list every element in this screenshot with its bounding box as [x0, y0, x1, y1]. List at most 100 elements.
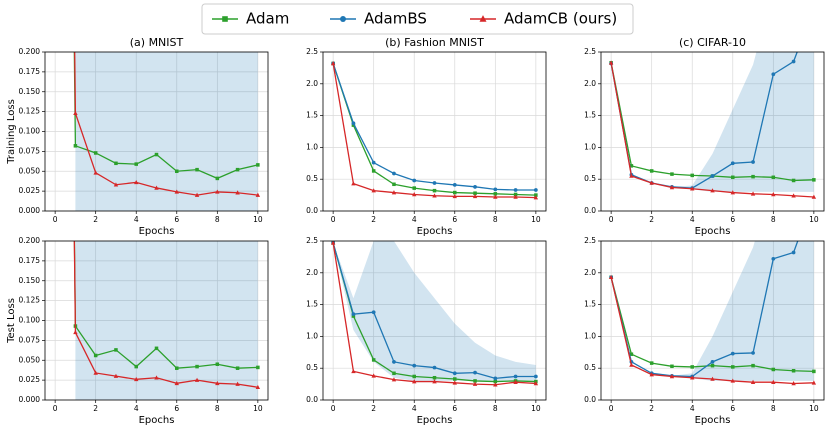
marker: [432, 188, 437, 193]
marker: [771, 72, 776, 77]
marker: [791, 59, 796, 64]
marker: [235, 190, 240, 195]
legend-box: [201, 3, 634, 35]
x-tick-label: 6: [452, 215, 457, 224]
marker: [256, 163, 260, 167]
y-tick-label: 2.0: [306, 268, 318, 277]
marker: [791, 368, 796, 373]
marker: [392, 182, 396, 187]
panel-title: (b) Fashion MNIST: [385, 36, 484, 49]
y-tick-label: 1.5: [306, 300, 318, 309]
x-tick-label: 10: [253, 404, 263, 413]
marker: [710, 363, 715, 368]
x-tick-label: 2: [93, 404, 98, 413]
marker: [608, 60, 614, 65]
marker: [649, 180, 654, 185]
marker: [432, 181, 437, 185]
y-tick-label: 2.5: [306, 236, 318, 245]
x-tick-label: 4: [134, 404, 139, 413]
plot-area: [330, 241, 539, 387]
x-tick-label: 8: [215, 404, 220, 413]
marker: [215, 380, 220, 386]
marker: [710, 376, 715, 381]
y-tick-label: 0.125: [19, 107, 41, 116]
x-tick-label: 2: [371, 215, 376, 224]
marker: [134, 162, 138, 166]
x-tick-label: 8: [493, 404, 498, 413]
marker: [811, 194, 817, 199]
y-tick-label: 0.200: [19, 47, 41, 56]
marker: [670, 172, 674, 176]
marker: [351, 312, 356, 317]
marker: [771, 175, 776, 180]
marker: [669, 185, 675, 190]
marker: [710, 174, 715, 178]
marker: [330, 241, 336, 245]
marker: [513, 374, 518, 379]
y-tick-label: 2.5: [306, 47, 318, 56]
marker: [730, 190, 735, 195]
x-tick-label: 6: [730, 404, 735, 413]
marker: [113, 182, 119, 187]
marker: [750, 379, 756, 384]
y-tick-label: 0.0: [306, 395, 318, 404]
x-axis-label: Epochs: [695, 226, 731, 237]
y-tick-label: 1.0: [306, 142, 318, 151]
marker: [412, 379, 417, 384]
x-tick-label: 4: [412, 215, 417, 224]
marker: [751, 160, 755, 164]
marker: [473, 370, 477, 375]
y-tick-label: 0.175: [19, 67, 41, 76]
marker: [73, 330, 78, 335]
marker: [493, 376, 498, 381]
marker: [473, 191, 477, 195]
axes-frame: [322, 240, 547, 401]
marker: [330, 61, 336, 66]
x-tick-label: 0: [609, 215, 614, 224]
marker: [669, 374, 675, 379]
marker: [371, 160, 376, 165]
marker: [215, 176, 220, 181]
marker: [412, 192, 417, 197]
y-tick-label: 1.5: [584, 300, 596, 309]
marker: [194, 192, 200, 197]
y-tick-label: 0.150: [19, 276, 41, 285]
x-tick-label: 4: [412, 404, 417, 413]
marker: [73, 144, 78, 148]
x-tick-label: 2: [93, 215, 98, 224]
marker: [791, 381, 796, 386]
marker: [255, 384, 261, 390]
legend-label: AdamBS: [364, 10, 427, 28]
x-tick-label: 10: [809, 215, 819, 224]
y-tick-label: 0.100: [19, 127, 41, 136]
axes-frame: [322, 51, 547, 212]
marker: [452, 380, 457, 385]
y-tick-label: 0.0: [306, 206, 318, 215]
marker: [513, 194, 518, 199]
x-tick-label: 6: [174, 404, 179, 413]
y-tick-label: 1.0: [584, 331, 596, 340]
y-tick-label: 0.5: [306, 174, 318, 183]
marker: [812, 178, 816, 182]
marker: [751, 363, 755, 368]
y-tick-label: 1.5: [306, 111, 318, 120]
marker: [351, 181, 356, 186]
marker: [371, 169, 376, 173]
marker: [453, 190, 457, 195]
marker: [690, 186, 695, 191]
y-tick-label: 2.0: [584, 79, 596, 88]
legend-label: Adam: [246, 10, 289, 28]
marker: [479, 15, 487, 22]
marker: [771, 192, 776, 197]
marker: [432, 365, 437, 370]
marker: [690, 173, 694, 178]
marker: [391, 377, 397, 382]
marker: [351, 314, 356, 318]
x-tick-label: 0: [53, 215, 58, 224]
x-tick-label: 0: [53, 404, 58, 413]
plot-area: [73, 241, 261, 400]
marker: [629, 362, 634, 367]
x-axis-label: Epochs: [139, 226, 175, 237]
marker: [730, 161, 735, 166]
marker: [432, 379, 437, 384]
